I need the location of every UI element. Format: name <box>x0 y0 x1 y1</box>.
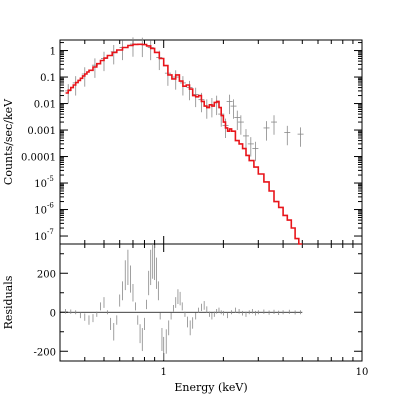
y-tick-label: 10 <box>34 179 47 190</box>
residual-panel-frame <box>59 243 363 362</box>
y-axis-title: Counts/sec/keV <box>2 98 15 185</box>
x-tick-label: 1 <box>161 367 167 378</box>
x-tick-label: 10 <box>356 367 369 378</box>
y-tick-label: -200 <box>34 347 56 358</box>
spectrum-panel-frame <box>59 39 363 245</box>
y-tick-label: 0.001 <box>27 126 56 137</box>
model-curve <box>65 43 303 245</box>
y-tick-exponent: -7 <box>47 228 54 236</box>
x-axis-title: Energy (keV) <box>174 381 247 394</box>
residual-axis-title: Residuals <box>2 275 15 329</box>
y-tick-label: 10 <box>34 206 47 217</box>
y-tick-label: 0.01 <box>34 100 56 111</box>
y-tick-exponent: -6 <box>47 202 54 210</box>
y-tick-label: 200 <box>37 269 56 280</box>
y-tick-label: 0 <box>50 308 56 319</box>
y-tick-exponent: -5 <box>47 175 54 183</box>
y-tick-label: 0.1 <box>40 73 56 84</box>
y-tick-label: 1 <box>50 47 56 58</box>
y-tick-label: 10 <box>34 232 47 243</box>
y-tick-label: 0.0001 <box>21 153 56 164</box>
